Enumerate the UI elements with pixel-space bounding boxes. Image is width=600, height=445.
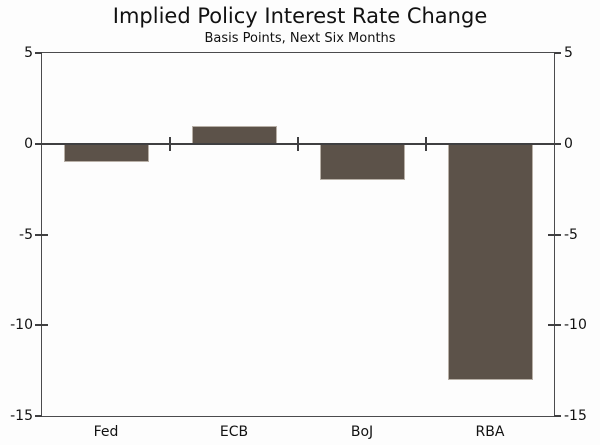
y-axis-label-left: -5 bbox=[19, 226, 33, 243]
category-boundary-tick bbox=[169, 136, 171, 151]
category-boundary-tick bbox=[297, 136, 299, 151]
bar-fed bbox=[63, 143, 149, 162]
y-axis-label-left: -15 bbox=[10, 408, 33, 424]
y-tick-left bbox=[35, 52, 42, 54]
y-tick-right bbox=[548, 233, 561, 236]
y-axis-label-right: -10 bbox=[564, 317, 587, 334]
y-axis-label-left: 0 bbox=[24, 135, 33, 152]
bar-ecb bbox=[191, 125, 277, 144]
y-axis-label-right: 0 bbox=[564, 135, 573, 152]
category-boundary-tick bbox=[425, 136, 427, 151]
y-tick-right bbox=[554, 142, 561, 145]
y-tick-left bbox=[35, 142, 42, 145]
chart-title: Implied Policy Interest Rate Change bbox=[112, 4, 488, 28]
y-axis-label-right: -15 bbox=[564, 408, 587, 424]
y-axis-label-right: 5 bbox=[564, 45, 573, 61]
chart-subtitle: Basis Points, Next Six Months bbox=[204, 31, 396, 46]
y-axis-label-right: -5 bbox=[564, 226, 578, 243]
y-tick-right bbox=[554, 415, 561, 417]
y-tick-right bbox=[554, 52, 561, 54]
y-axis-label-left: 5 bbox=[24, 45, 33, 61]
x-axis-label-fed: Fed bbox=[93, 424, 119, 440]
x-axis-label-boj: BoJ bbox=[350, 424, 374, 440]
y-tick-left bbox=[35, 415, 42, 417]
y-tick-left bbox=[35, 324, 48, 327]
x-axis-label-ecb: ECB bbox=[219, 424, 249, 440]
y-axis-label-left: -10 bbox=[10, 317, 33, 334]
y-tick-right bbox=[548, 324, 561, 327]
x-axis-label-rba: RBA bbox=[475, 424, 505, 440]
bar-boj bbox=[319, 143, 405, 181]
bar-rba bbox=[447, 143, 533, 380]
y-tick-left bbox=[35, 233, 48, 236]
